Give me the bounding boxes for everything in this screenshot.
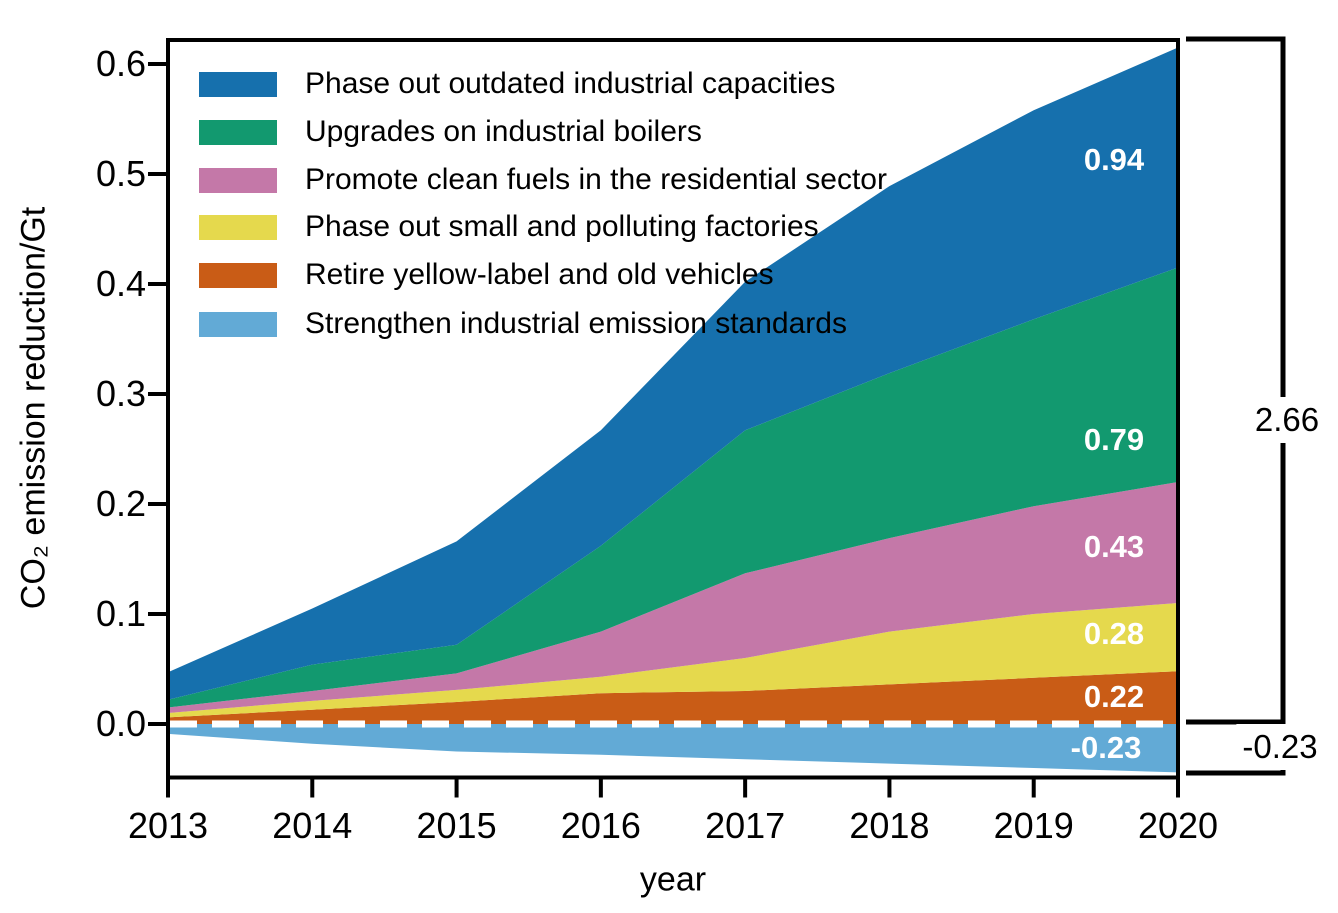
legend-swatch-yellow [199,214,277,240]
band-value-0.28: 0.28 [1083,616,1145,651]
band-value-0.43: 0.43 [1083,529,1145,564]
legend-swatch-pink [199,167,277,193]
x-tick-2019: 2019 [993,805,1074,846]
x-tick-2015: 2015 [416,805,497,846]
legend-swatch-green [199,119,277,145]
legend-item-promote-clean-fuels-residential: Promote clean fuels in the residential s… [199,162,887,198]
x-tick-2017: 2017 [705,805,786,846]
y-tick-0.4: 0.4 [95,263,146,304]
legend-label: Phase out outdated industrial capacities [305,67,836,100]
x-tick-2016: 2016 [560,805,641,846]
legend-swatch-lightblue [199,311,277,337]
band-value--0.23: -0.23 [1070,730,1142,765]
y-tick-0.5: 0.5 [95,153,146,194]
y-tick-0.0: 0.0 [95,703,146,744]
legend-item-strengthen-industrial-emission-standards: Strengthen industrial emission standards [199,306,847,342]
legend-item-phase-out-outdated-industrial-capacities: Phase out outdated industrial capacities [199,66,835,102]
legend-label: Phase out small and polluting factories [305,210,819,243]
bracket-total-negative: -0.23 [1236,724,1324,770]
band-value-0.79: 0.79 [1083,422,1145,457]
y-tick-0.3: 0.3 [95,373,146,414]
y-tick-0.6: 0.6 [95,43,146,84]
x-tick-2020: 2020 [1137,805,1219,846]
band-value-0.94: 0.94 [1083,142,1145,177]
legend-label: Strengthen industrial emission standards [305,307,847,340]
y-tick-0.1: 0.1 [95,593,146,634]
x-tick-2014: 2014 [272,805,353,846]
x-axis-title: year [639,860,707,899]
y-tick-0.2: 0.2 [95,483,146,524]
legend-label: Retire yellow-label and old vehicles [305,258,774,291]
x-tick-2013: 2013 [127,805,209,846]
legend-swatch-orange [199,262,277,288]
y-axis-title: CO₂ emission reduction/Gt [14,206,53,610]
legend-label: Promote clean fuels in the residential s… [305,163,887,196]
band-value-0.22: 0.22 [1083,679,1145,714]
legend-item-upgrades-on-industrial-boilers: Upgrades on industrial boilers [199,114,702,150]
legend-item-phase-out-small-polluting-factories: Phase out small and polluting factories [199,209,819,245]
legend-item-retire-yellow-label-old-vehicles: Retire yellow-label and old vehicles [199,257,774,293]
legend-swatch-blue [199,71,277,97]
bracket-total-positive: 2.66 [1248,397,1326,443]
x-tick-2018: 2018 [849,805,930,846]
legend-label: Upgrades on industrial boilers [305,115,702,148]
